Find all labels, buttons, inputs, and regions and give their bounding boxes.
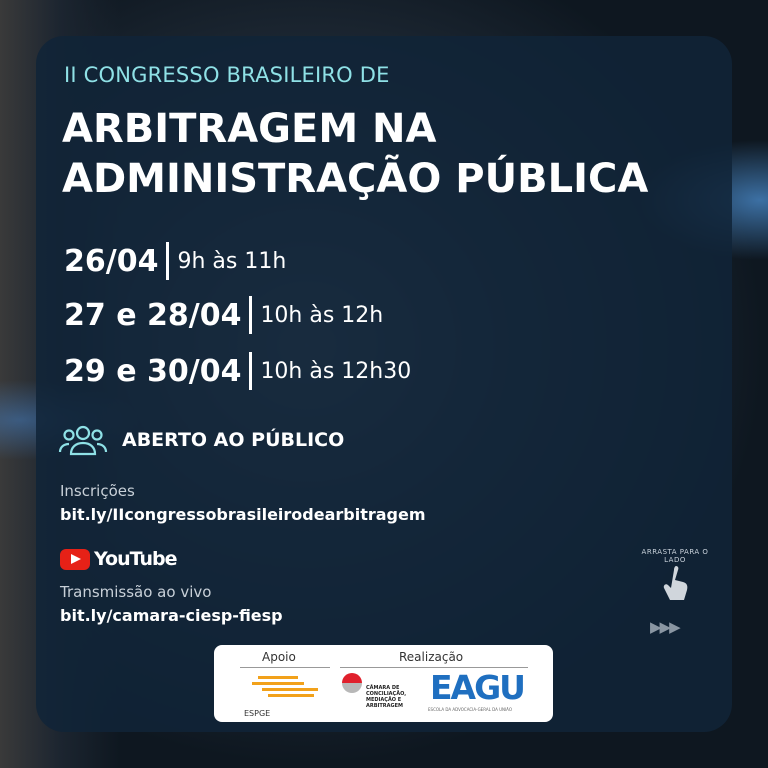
eagu-subtitle: ESCOLA DA ADVOCACIA-GERAL DA UNIÃO bbox=[428, 707, 512, 712]
support-label: Apoio bbox=[262, 650, 296, 664]
eagu-logo: EAGU bbox=[430, 668, 526, 707]
schedule-date: 26/04 bbox=[64, 243, 159, 279]
schedule-date: 27 e 28/04 bbox=[64, 297, 242, 333]
people-icon bbox=[58, 425, 108, 456]
divider bbox=[166, 242, 170, 280]
schedule-item: 29 e 30/04 10h às 12h30 bbox=[64, 352, 411, 390]
youtube-logo: YouTube bbox=[60, 548, 177, 570]
espge-logo: ESPGE bbox=[244, 673, 318, 718]
event-subtitle: II CONGRESSO BRASILEIRO DE bbox=[64, 63, 390, 87]
schedule-item: 27 e 28/04 10h às 12h bbox=[64, 296, 383, 334]
hand-pointer-icon bbox=[663, 566, 688, 600]
title-line-2: ADMINISTRAÇÃO PÚBLICA bbox=[62, 156, 649, 202]
youtube-wordmark: YouTube bbox=[94, 548, 177, 570]
open-to-public: ABERTO AO PÚBLICO bbox=[58, 424, 344, 456]
camara-label: CÂMARA DE CONCILIAÇÃO, MEDIAÇÃO E ARBITR… bbox=[366, 685, 407, 709]
registration-label: Inscrições bbox=[60, 482, 135, 500]
sponsors-box: Apoio Realização ESPGE CÂMARA DE CONCILI… bbox=[214, 645, 553, 722]
stream-link[interactable]: bit.ly/camara-ciesp-fiesp bbox=[60, 606, 283, 625]
schedule-time: 9h às 11h bbox=[177, 248, 287, 274]
realization-label: Realização bbox=[399, 650, 464, 664]
next-arrows[interactable]: ▶▶▶ bbox=[650, 618, 681, 636]
schedule-time: 10h às 12h30 bbox=[260, 358, 412, 384]
divider bbox=[249, 296, 253, 334]
camara-logo bbox=[342, 673, 362, 693]
title-line-1: ARBITRAGEM NA bbox=[62, 106, 437, 152]
schedule-item: 26/04 9h às 11h bbox=[64, 242, 286, 280]
swipe-hint: ARRASTA PARA O LADO bbox=[640, 548, 710, 638]
swipe-text: ARRASTA PARA O LADO bbox=[641, 548, 709, 564]
divider bbox=[249, 352, 253, 390]
registration-link[interactable]: bit.ly/IIcongressobrasileirodearbitragem bbox=[60, 505, 426, 524]
youtube-play-icon bbox=[60, 548, 90, 570]
content-panel bbox=[36, 36, 732, 732]
stream-label: Transmissão ao vivo bbox=[60, 583, 212, 601]
divider bbox=[240, 667, 330, 668]
schedule-time: 10h às 12h bbox=[260, 302, 384, 328]
divider bbox=[340, 667, 528, 668]
open-label: ABERTO AO PÚBLICO bbox=[122, 429, 345, 451]
schedule-date: 29 e 30/04 bbox=[64, 353, 242, 389]
event-title: ARBITRAGEM NA ADMINISTRAÇÃO PÚBLICA bbox=[62, 104, 648, 204]
espge-label: ESPGE bbox=[244, 709, 271, 718]
